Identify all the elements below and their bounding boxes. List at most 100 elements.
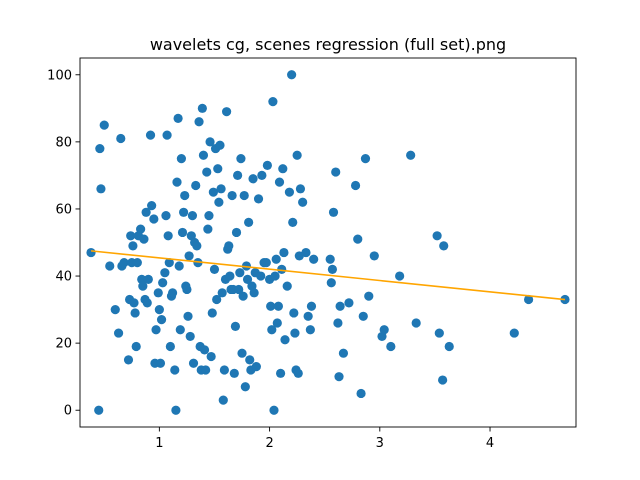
scatter-point (215, 140, 225, 150)
scatter-point (154, 304, 164, 315)
scatter-point (161, 211, 171, 221)
scatter-point (99, 120, 109, 130)
scatter-point (251, 362, 261, 372)
scatter-point (444, 341, 454, 352)
scatter-point (141, 207, 151, 217)
y-tick-label: 100 (47, 68, 72, 83)
scatter-point (277, 264, 287, 274)
scatter-point (201, 365, 211, 375)
x-tick-label: 1 (155, 436, 163, 451)
scatter-point (358, 311, 368, 321)
scatter-point (305, 325, 315, 335)
scatter-point (136, 224, 146, 234)
scatter-point (208, 187, 218, 197)
scatter-point (188, 358, 199, 368)
scatter-point (270, 271, 280, 281)
scatter-point (234, 284, 244, 295)
scatter-point (273, 301, 283, 311)
scatter-point (209, 264, 220, 274)
scatter-point (244, 217, 254, 227)
scatter-point (176, 154, 186, 164)
scatter-point (119, 258, 129, 268)
scatter-point (406, 150, 416, 160)
scatter-point (216, 184, 226, 194)
scatter-point (164, 258, 174, 268)
scatter-point (177, 227, 188, 238)
scatter-point (218, 395, 228, 405)
scatter-point (227, 190, 237, 201)
scatter-point (224, 241, 234, 251)
scatter-point (328, 207, 339, 217)
y-tick-label: 0 (64, 404, 72, 419)
scatter-point (204, 211, 214, 221)
scatter-point (333, 318, 343, 328)
scatter-point (194, 117, 204, 127)
scatter-point (156, 315, 167, 325)
scatter-point (276, 368, 286, 378)
scatter-point (175, 325, 185, 335)
scatter-point (213, 164, 223, 174)
scatter-point (241, 261, 252, 271)
scatter-point (236, 154, 246, 164)
scatter-point (309, 254, 319, 264)
scatter-point (86, 247, 96, 258)
scatter-point (298, 197, 308, 207)
scatter-point (248, 174, 258, 184)
scatter-point (182, 284, 192, 295)
scatter-point (379, 325, 389, 335)
scatter-point (183, 311, 193, 321)
scatter-point (206, 351, 216, 362)
scatter-point (245, 355, 255, 365)
scatter-point (249, 288, 259, 298)
scatter-point (202, 167, 212, 177)
scatter-point (327, 264, 338, 274)
scatter-point (230, 321, 241, 331)
x-tick-label: 2 (265, 436, 273, 451)
scatter-point (153, 288, 163, 298)
scatter-point (292, 150, 302, 160)
scatter-point (338, 348, 349, 358)
scatter-point (306, 301, 317, 311)
scatter-point (288, 217, 298, 227)
scatter-point (237, 348, 247, 358)
scatter-point (185, 331, 195, 342)
scatter-point (163, 231, 173, 241)
scatter-point (509, 328, 519, 338)
scatter-point (386, 341, 396, 352)
scatter-point (132, 258, 142, 268)
scatter-point (167, 288, 178, 298)
scatter-point (139, 234, 149, 244)
scatter-point (214, 197, 224, 207)
regression-line (90, 250, 566, 301)
scatter-point (240, 382, 250, 392)
scatter-point (129, 298, 139, 308)
scatter-point (290, 328, 300, 338)
scatter-point (301, 247, 311, 258)
scatter-point (231, 227, 242, 238)
scatter-point (155, 358, 166, 368)
scatter-point (145, 130, 156, 140)
scatter-point (225, 271, 235, 281)
scatter-point (271, 254, 281, 264)
scatter-point (170, 365, 180, 375)
scatter-point (128, 241, 138, 251)
scatter-point (180, 190, 190, 201)
scatter-point (438, 375, 448, 385)
scatter-point (267, 325, 277, 335)
scatter-point (94, 405, 104, 415)
scatter-point (326, 278, 336, 288)
scatter-point (179, 207, 189, 217)
scatter-point (96, 184, 106, 194)
scatter-point (130, 308, 140, 318)
scatter-point (282, 281, 292, 291)
scatter-point (203, 224, 213, 234)
scatter-point (173, 113, 183, 123)
y-tick-label: 20 (55, 337, 72, 352)
scatter-point (239, 190, 249, 201)
scatter-point (174, 261, 184, 271)
scatter-point (105, 261, 115, 271)
scatter-point (158, 278, 168, 288)
scatter-point (165, 341, 175, 352)
